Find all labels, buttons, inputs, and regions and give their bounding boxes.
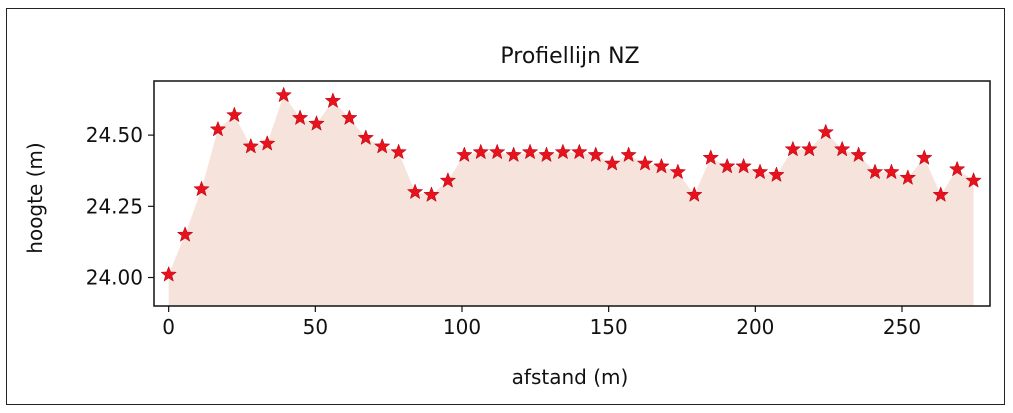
data-point (291, 109, 309, 126)
data-point (193, 180, 210, 197)
data-point (439, 171, 457, 188)
data-point (571, 143, 588, 160)
data-point (702, 149, 720, 165)
x-tick-label: 200 (736, 315, 774, 339)
data-point (636, 154, 654, 171)
data-point (850, 146, 867, 163)
y-tick-label: 24.50 (86, 123, 143, 147)
data-point (817, 123, 835, 140)
axes-box (153, 80, 991, 307)
y-tick-label: 24.00 (86, 266, 143, 290)
data-point (916, 149, 933, 165)
profile-area (168, 95, 974, 306)
data-point (587, 146, 605, 163)
chart-title: Profiellijn NZ (500, 44, 639, 69)
x-tick-label: 100 (443, 315, 481, 339)
x-axis-label: afstand (m) (512, 365, 629, 389)
data-point (554, 143, 572, 160)
x-tick-label: 250 (883, 315, 921, 339)
x-tick-label: 150 (590, 315, 628, 339)
data-point (948, 160, 966, 177)
data-point (735, 157, 752, 174)
data-point (521, 143, 539, 160)
data-point (308, 115, 325, 131)
data-point (357, 129, 375, 146)
data-point (866, 163, 884, 180)
data-point (932, 186, 950, 202)
x-tick-label: 0 (162, 315, 175, 339)
data-point (472, 143, 490, 160)
data-point (176, 226, 194, 242)
data-point (505, 146, 522, 163)
data-point (751, 163, 769, 180)
data-point (899, 169, 917, 185)
x-axis: 0 50 100 150 200 250 (162, 306, 921, 339)
data-point (538, 146, 555, 163)
data-point (768, 166, 785, 183)
y-axis-label: hoogte (m) (23, 142, 47, 253)
data-point (488, 143, 506, 160)
y-tick-label: 24.25 (86, 194, 143, 218)
plot-area (160, 86, 982, 306)
data-point (686, 186, 703, 202)
y-axis: 24.00 24.25 24.50 (86, 123, 154, 290)
data-point (603, 154, 621, 171)
data-point (423, 186, 440, 202)
data-point (275, 86, 292, 103)
x-tick-label: 50 (303, 315, 328, 339)
data-point (456, 146, 473, 163)
data-point (406, 183, 424, 200)
data-point (324, 92, 342, 108)
data-point (653, 157, 670, 174)
data-point (669, 163, 687, 180)
data-point (373, 137, 391, 154)
data-point (226, 106, 243, 123)
data-point (965, 171, 982, 188)
data-point (784, 140, 802, 157)
data-point (718, 157, 736, 174)
data-point (258, 134, 276, 151)
data-point (801, 140, 818, 157)
data-point (833, 140, 851, 157)
data-point (242, 137, 260, 154)
data-point (390, 143, 407, 160)
data-point (883, 163, 900, 180)
data-point (209, 120, 227, 137)
data-point (341, 109, 358, 126)
data-point (620, 146, 637, 163)
data-point (160, 265, 177, 282)
